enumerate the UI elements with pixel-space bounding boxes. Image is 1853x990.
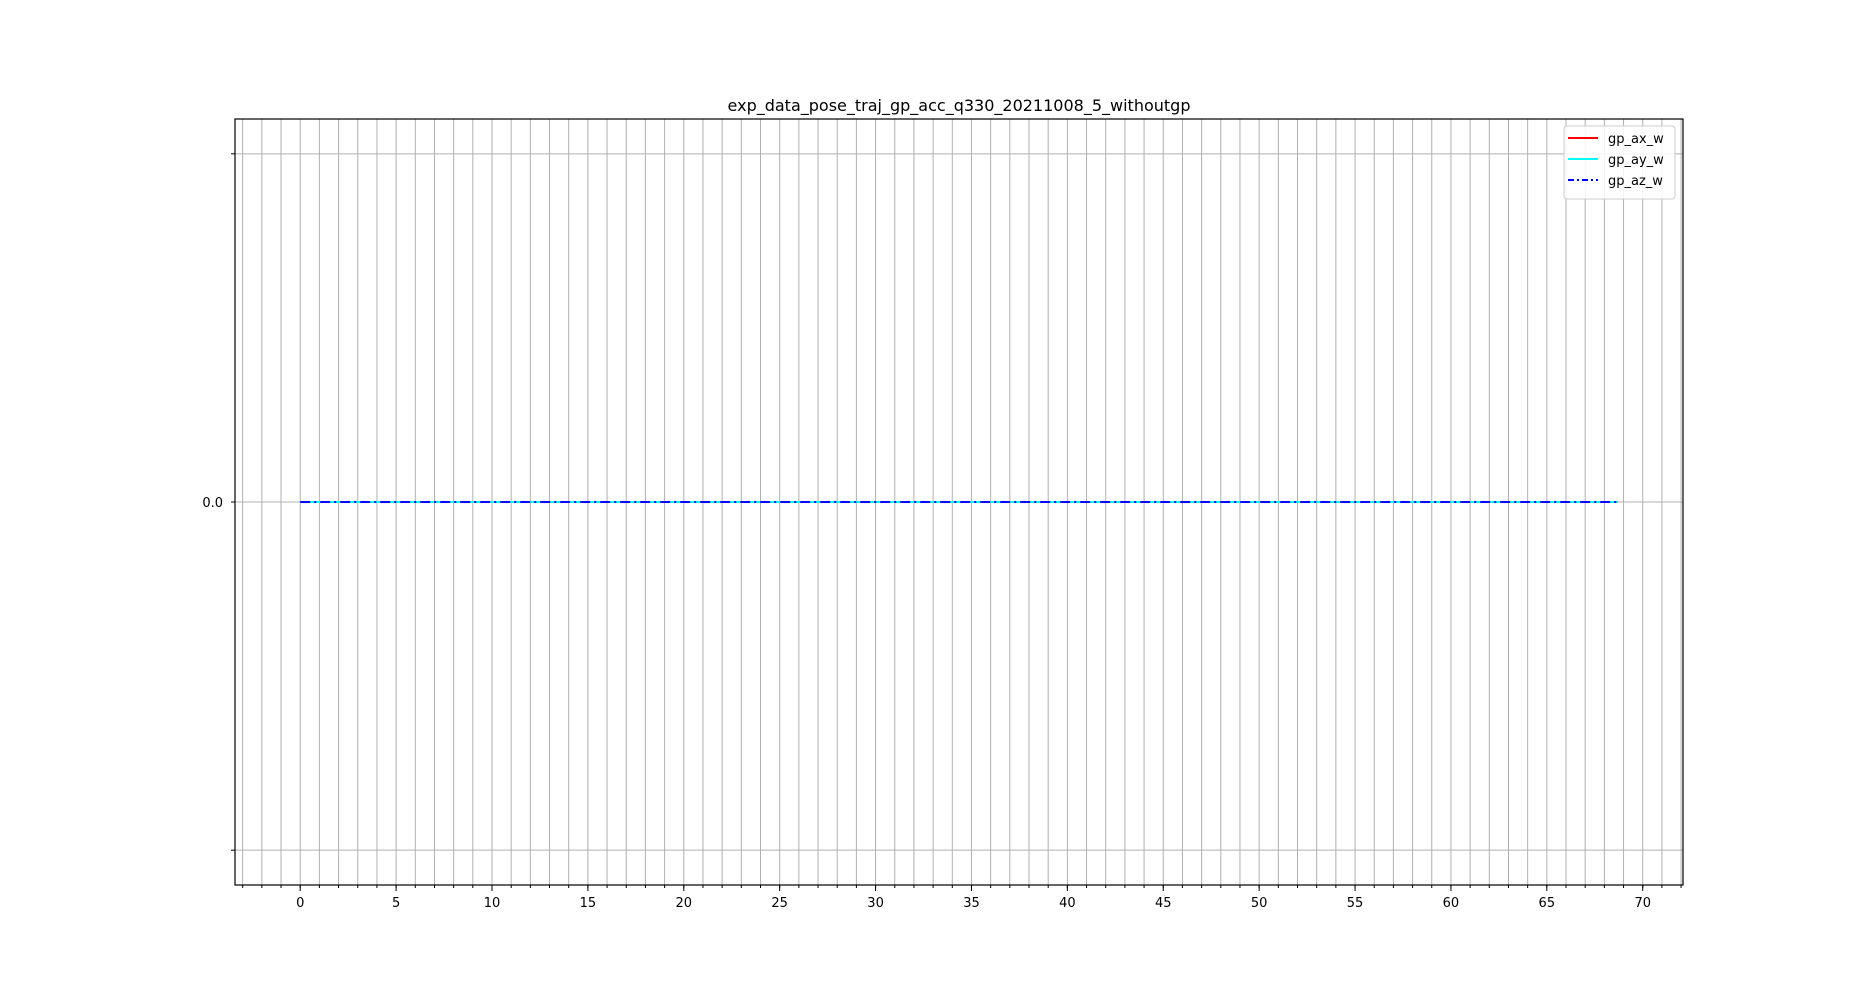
legend: gp_ax_w gp_ay_w gp_az_w <box>1563 125 1676 200</box>
legend-label-gp-ax-w: gp_ax_w <box>1608 132 1664 147</box>
x-tick-label: 70 <box>1634 896 1651 911</box>
legend-label-gp-ay-w: gp_ay_w <box>1608 153 1664 168</box>
x-tick-label: 10 <box>484 896 501 911</box>
x-tick-label: 0 <box>296 896 304 911</box>
x-tick-label: 50 <box>1251 896 1268 911</box>
x-tick-label: 60 <box>1443 896 1460 911</box>
x-tick-label: 35 <box>963 896 980 911</box>
x-tick-label: 40 <box>1059 896 1076 911</box>
axis-ticks: 0 5 10 15 20 25 30 35 40 45 50 55 60 65 70 0.0 <box>202 153 1682 911</box>
x-tick-label: 5 <box>392 896 400 911</box>
x-tick-label: 15 <box>580 896 597 911</box>
legend-label-gp-az-w: gp_az_w <box>1608 174 1663 189</box>
x-tick-label: 45 <box>1155 896 1172 911</box>
y-tick-label: 0.0 <box>202 496 223 511</box>
x-tick-label: 20 <box>676 896 693 911</box>
chart-title: exp_data_pose_traj_gp_acc_q330_20211008_… <box>728 96 1191 116</box>
x-tick-label: 30 <box>867 896 884 911</box>
x-tick-label: 55 <box>1347 896 1364 911</box>
x-tick-label: 25 <box>771 896 788 911</box>
x-tick-label: 65 <box>1539 896 1556 911</box>
